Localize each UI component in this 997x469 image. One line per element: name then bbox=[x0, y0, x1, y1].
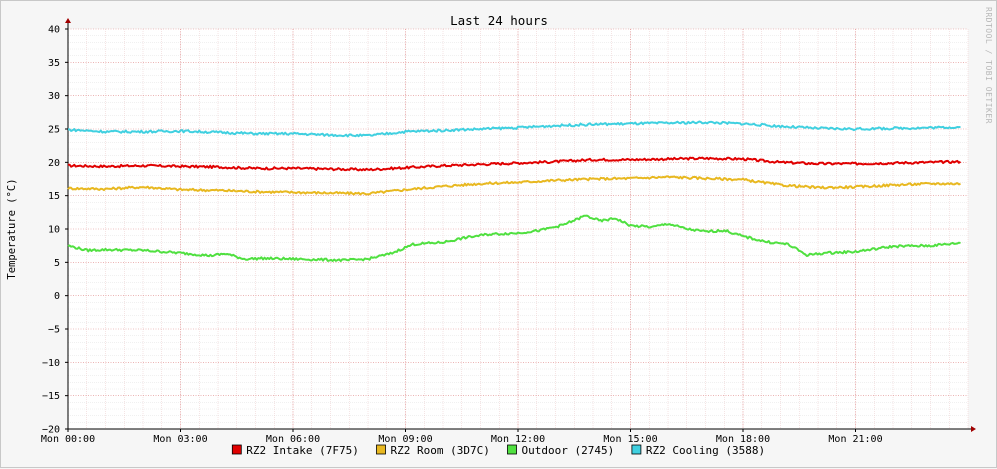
x-axis-arrow bbox=[971, 426, 976, 432]
y-tick-label: 20 bbox=[48, 158, 60, 169]
legend-swatch-2 bbox=[507, 444, 517, 455]
x-tick-label: Mon 15:00 bbox=[603, 434, 657, 445]
x-tick-label: Mon 06:00 bbox=[266, 434, 320, 445]
x-tick-label: Mon 00:00 bbox=[41, 434, 95, 445]
grid bbox=[67, 28, 969, 430]
y-axis-label: Temperature (°C) bbox=[6, 178, 18, 279]
tick-labels: −20 −15 −10 −5 0 5 10 15 20 25 30 35 40 Mon 00:00 Mon … bbox=[41, 25, 883, 446]
y-tick-label: −5 bbox=[48, 325, 60, 336]
legend-swatch-0 bbox=[231, 444, 242, 455]
axes bbox=[65, 18, 976, 432]
series-line-0 bbox=[67, 156, 962, 172]
x-tick-label: Mon 12:00 bbox=[491, 434, 545, 445]
legend-swatch-3 bbox=[631, 444, 642, 455]
series-lines bbox=[67, 120, 962, 263]
legend-label-2: Outdoor (2745) bbox=[522, 444, 615, 457]
x-tick-label: Mon 18:00 bbox=[716, 434, 770, 445]
legend-label-0: RZ2 Intake (7F75) bbox=[246, 444, 359, 457]
y-tick-label: 0 bbox=[54, 291, 60, 302]
y-tick-label: 30 bbox=[48, 91, 60, 102]
x-tick-label: Mon 03:00 bbox=[153, 434, 207, 445]
y-tick-label: −15 bbox=[42, 391, 60, 402]
x-tick-label: Mon 21:00 bbox=[828, 434, 882, 445]
series-line-2 bbox=[67, 214, 961, 263]
y-tick-label: 40 bbox=[48, 25, 60, 36]
y-axis-arrow bbox=[65, 18, 71, 23]
chart-title: Last 24 hours bbox=[450, 13, 548, 28]
y-tick-label: −20 bbox=[42, 425, 60, 436]
legend-swatch-1 bbox=[376, 444, 386, 455]
y-tick-label: −10 bbox=[42, 358, 60, 369]
series-line-1 bbox=[67, 175, 961, 196]
series-line-3 bbox=[68, 120, 961, 138]
y-tick-label: 10 bbox=[48, 225, 60, 236]
legend-label-1: RZ2 Room (3D7C) bbox=[391, 444, 490, 457]
y-tick-label: 25 bbox=[48, 125, 60, 136]
y-tick-label: 35 bbox=[48, 58, 60, 69]
legend: RZ2 Intake (7F75) RZ2 Room (3D7C) Outdoor … bbox=[231, 444, 765, 457]
legend-label-3: RZ2 Cooling (3588) bbox=[646, 444, 765, 457]
y-tick-label: 15 bbox=[48, 191, 60, 202]
x-tick-label: Mon 09:00 bbox=[378, 434, 432, 445]
y-tick-label: 5 bbox=[54, 258, 60, 269]
rrdtool-credit-label: RRDTOOL / TOBI OETIKER bbox=[984, 7, 993, 124]
